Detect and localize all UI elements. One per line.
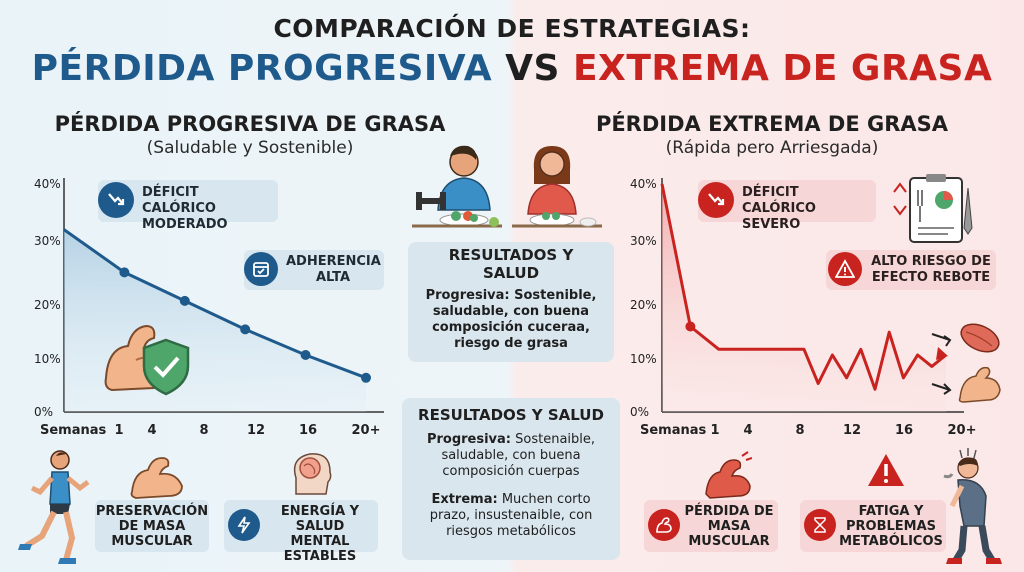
- data-point: [685, 321, 696, 332]
- muscle-loss-icon: [705, 451, 752, 499]
- y-tick-label: 20%: [34, 298, 61, 312]
- left-deficit-pill: DÉFICIT CALÓRICO MODERADO: [98, 180, 278, 232]
- y-tick-label: 10%: [34, 352, 61, 366]
- warning-triangle-icon: [868, 454, 904, 486]
- series-line: [63, 228, 367, 380]
- right-rebound-label: ALTO RIESGO DE EFECTO REBOTE: [871, 254, 991, 285]
- left-energy-label: ENERGÍA Y SALUD MENTAL ESTABLES: [280, 504, 360, 564]
- results-box-2-ext-label: Extrema:: [431, 492, 498, 507]
- results-box-2-prog-text: Sostenaible, saludable, con buena compos…: [441, 432, 596, 479]
- series-line: [660, 183, 947, 391]
- y-tick-label: 40%: [34, 177, 61, 191]
- left-adherence-pill: ADHERENCIA ALTA: [244, 250, 384, 290]
- hourglass-icon: [804, 509, 836, 541]
- trend-down-icon: [698, 182, 734, 218]
- left-muscle-label: PRESERVACIÓN DE MASA MUSCULAR: [95, 504, 209, 549]
- results-box-2-title: RESULTADOS Y SALUD: [418, 406, 604, 424]
- x-tick-label: 1: [710, 423, 719, 438]
- x-tick-label: 12: [247, 423, 265, 438]
- x-tick-label: 16: [895, 423, 913, 438]
- clipboard-plan-icon: [893, 174, 973, 243]
- trend-down-icon: [98, 182, 134, 218]
- x-tick-label: 8: [199, 423, 208, 438]
- x-axis-label: Semanas: [640, 423, 707, 438]
- right-chart: 40% 30% 20% 10% 0% Semanas 1 4 8 12 16 20+: [630, 177, 977, 438]
- data-point: [119, 267, 130, 278]
- right-muscle-card: PÉRDIDA DE MASA MUSCULAR: [644, 500, 778, 552]
- right-deficit-label: DÉFICIT CALÓRICO SEVERO: [742, 185, 816, 232]
- y-tick-label: 30%: [34, 234, 61, 248]
- series-arrow: [936, 347, 948, 360]
- right-deficit-pill: DÉFICIT CALÓRICO SEVERO: [698, 180, 876, 232]
- results-box-2-ext-text: Muchen corto prazo, insustenaible, con r…: [429, 492, 593, 539]
- results-box-1-title: RESULTADOS Y SALUD: [448, 246, 574, 282]
- left-title: PÉRDIDA PROGRESIVA DE GRASA: [54, 112, 446, 136]
- arm-icon: [648, 509, 680, 541]
- warning-icon: [828, 252, 862, 286]
- data-point: [179, 295, 190, 306]
- x-tick-label: 12: [843, 423, 861, 438]
- x-tick-label: 20+: [948, 423, 977, 438]
- title-vs: VS: [505, 48, 560, 89]
- results-box-2-prog-label: Progresiva:: [426, 432, 511, 447]
- series-area: [662, 184, 946, 412]
- x-tick-label: 4: [147, 423, 156, 438]
- left-adherence-label: ADHERENCIA ALTA: [286, 254, 381, 285]
- right-fatigue-card: FATIGA Y PROBLEMAS METABÓLICOS: [800, 500, 946, 552]
- right-rebound-pill: ALTO RIESGO DE EFECTO REBOTE: [826, 250, 996, 290]
- title-progressive: PÉRDIDA PROGRESIVA: [31, 48, 493, 89]
- x-tick-label: 8: [795, 423, 804, 438]
- right-title: PÉRDIDA EXTREMA DE GRASA: [595, 112, 949, 136]
- data-point: [361, 372, 371, 383]
- left-energy-card: ENERGÍA Y SALUD MENTAL ESTABLES: [224, 500, 378, 564]
- calendar-check-icon: [244, 252, 278, 286]
- x-axis-label: Semanas: [40, 423, 107, 438]
- right-fatigue-label: FATIGA Y PROBLEMAS METABÓLICOS: [839, 504, 943, 549]
- x-tick-label: 4: [743, 423, 752, 438]
- title-extreme: EXTREMA DE GRASA: [572, 48, 993, 89]
- y-tick-label: 0%: [34, 405, 53, 419]
- y-tick-label: 20%: [630, 298, 657, 312]
- results-box-2: RESULTADOS Y SALUD Progresiva: Sostenaib…: [402, 398, 620, 560]
- brain-head-icon: [293, 453, 332, 495]
- data-point: [240, 324, 251, 335]
- x-tick-label: 20+: [352, 423, 381, 438]
- y-tick-label: 40%: [630, 177, 657, 191]
- lightning-icon: [228, 509, 260, 541]
- muscle-loss-arrows-icon: [931, 323, 1001, 403]
- results-box-1-text: Progresiva: Sostenible, saludable, con b…: [425, 288, 597, 351]
- y-tick-label: 10%: [630, 352, 657, 366]
- right-subtitle: (Rápida pero Arriesgada): [665, 138, 879, 158]
- y-tick-label: 30%: [630, 234, 657, 248]
- main-title: PÉRDIDA PROGRESIVA VS EXTREMA DE GRASA: [0, 48, 1024, 89]
- left-subtitle: (Saludable y Sostenible): [146, 138, 354, 158]
- data-point: [300, 350, 311, 360]
- right-muscle-label: PÉRDIDA DE MASA MUSCULAR: [684, 504, 774, 549]
- x-tick-label: 1: [114, 423, 123, 438]
- x-tick-label: 16: [299, 423, 317, 438]
- tired-person-icon: [943, 448, 1002, 564]
- runner-icon: [18, 450, 90, 564]
- shield-check-icon: [142, 338, 190, 396]
- y-tick-label: 0%: [630, 405, 649, 419]
- bicep-icon: [130, 457, 183, 499]
- left-muscle-card: PRESERVACIÓN DE MASA MUSCULAR: [95, 500, 209, 552]
- people-eating-illustration: [412, 145, 602, 228]
- left-deficit-label: DÉFICIT CALÓRICO MODERADO: [142, 185, 228, 232]
- results-box-1: RESULTADOS Y SALUD Progresiva: Sostenibl…: [408, 242, 614, 362]
- header-line1: COMPARACIÓN DE ESTRATEGIAS:: [273, 14, 751, 43]
